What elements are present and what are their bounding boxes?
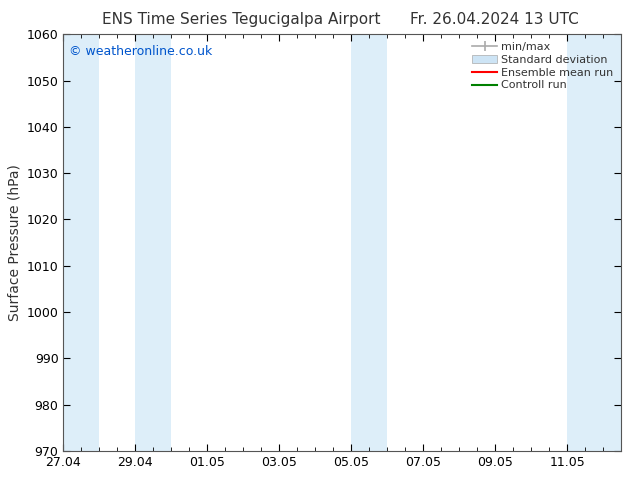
Text: © weatheronline.co.uk: © weatheronline.co.uk xyxy=(69,45,212,58)
Y-axis label: Surface Pressure (hPa): Surface Pressure (hPa) xyxy=(7,164,21,321)
Text: ENS Time Series Tegucigalpa Airport: ENS Time Series Tegucigalpa Airport xyxy=(101,12,380,27)
Legend: min/max, Standard deviation, Ensemble mean run, Controll run: min/max, Standard deviation, Ensemble me… xyxy=(470,40,616,93)
Bar xyxy=(567,34,621,451)
Bar xyxy=(63,34,100,451)
Text: Fr. 26.04.2024 13 UTC: Fr. 26.04.2024 13 UTC xyxy=(410,12,579,27)
Bar xyxy=(351,34,387,451)
Bar xyxy=(136,34,171,451)
